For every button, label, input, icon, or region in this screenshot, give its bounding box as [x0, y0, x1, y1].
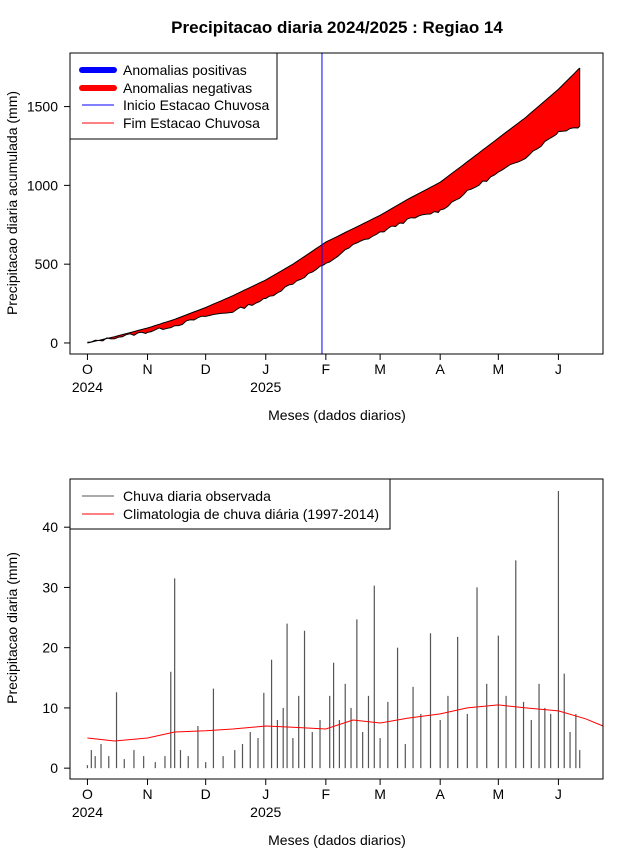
daily-rain-chart: 0 10 20 30 40 O N D J F M A M J 2024 2025 Meses (dados…	[4, 478, 604, 848]
legend-label-positive: Anomalias positivas	[123, 62, 247, 78]
legend-bottom: Chuva diaria observada Climatologia de c…	[69, 478, 391, 530]
y-tick-label: 0	[50, 760, 58, 776]
x-tick-label: A	[436, 786, 446, 802]
x-axis-label: Meses (dados diarios)	[268, 407, 406, 423]
y-tick-label: 500	[35, 256, 59, 272]
climatology-line	[87, 704, 604, 742]
x-axis-label-bottom: Meses (dados diarios)	[268, 832, 406, 848]
x-tick-label: N	[142, 786, 152, 802]
x-axis: O N D J F M A M J 2024 2025	[72, 353, 562, 395]
daily-rain-bars	[86, 491, 581, 769]
y-tick-label: 40	[42, 519, 58, 535]
x-tick-label: J	[555, 361, 562, 377]
y-tick-label: 10	[42, 700, 58, 716]
y-axis-label: Precipitacao diaria acumulada (mm)	[4, 91, 20, 315]
x-tick-label: M	[493, 786, 505, 802]
y-axis: 0 500 1000 1500	[27, 99, 71, 351]
cumulative-lines	[87, 67, 581, 344]
x-tick-label: N	[142, 361, 152, 377]
climatology-cumulative-line	[87, 67, 581, 344]
legend-label-season-start: Inicio Estacao Chuvosa	[123, 97, 270, 113]
x-tick-label: F	[322, 786, 331, 802]
legend-label-season-end: Fim Estacao Chuvosa	[123, 115, 260, 131]
x-tick-label: M	[374, 361, 386, 377]
x-tick-label: O	[82, 361, 93, 377]
x-tick-label: M	[493, 361, 505, 377]
x-tick-label: J	[555, 786, 562, 802]
x-tick-label: J	[262, 361, 269, 377]
legend-label-climatology: Climatologia de chuva diária (1997-2014)	[123, 506, 379, 522]
x-axis-bottom: O N D J F M A M J 2024 2025	[72, 778, 562, 820]
legend-box-bottom	[69, 478, 391, 530]
x-year-label: 2025	[250, 379, 281, 395]
chart-title: Precipitacao diaria 2024/2025 : Regiao 1…	[171, 18, 503, 37]
y-axis-bottom: 0 10 20 30 40	[42, 519, 71, 776]
y-axis-label-bottom: Precipitacao diaria (mm)	[4, 552, 20, 704]
x-year-label: 2025	[250, 804, 281, 820]
x-tick-label: J	[262, 786, 269, 802]
y-tick-label: 1000	[27, 177, 58, 193]
x-tick-label: M	[374, 786, 386, 802]
x-tick-label: D	[201, 786, 211, 802]
climatology-daily-line	[87, 704, 604, 742]
y-tick-label: 30	[42, 579, 58, 595]
y-tick-label: 1500	[27, 99, 58, 115]
legend-label-negative: Anomalias negativas	[123, 80, 252, 96]
x-year-label: 2024	[72, 804, 103, 820]
y-tick-label: 0	[50, 335, 58, 351]
x-tick-label: A	[436, 361, 446, 377]
x-tick-label: F	[322, 361, 331, 377]
x-tick-label: D	[201, 361, 211, 377]
x-tick-label: O	[82, 786, 93, 802]
legend-label-observed: Chuva diaria observada	[123, 488, 271, 504]
legend: Anomalias positivas Anomalias negativas …	[69, 52, 278, 140]
cumulative-chart: Precipitacao diaria 2024/2025 : Regiao 1…	[4, 18, 604, 423]
x-year-label: 2024	[72, 379, 103, 395]
y-tick-label: 20	[42, 640, 58, 656]
observed-cumulative-line	[87, 125, 581, 343]
